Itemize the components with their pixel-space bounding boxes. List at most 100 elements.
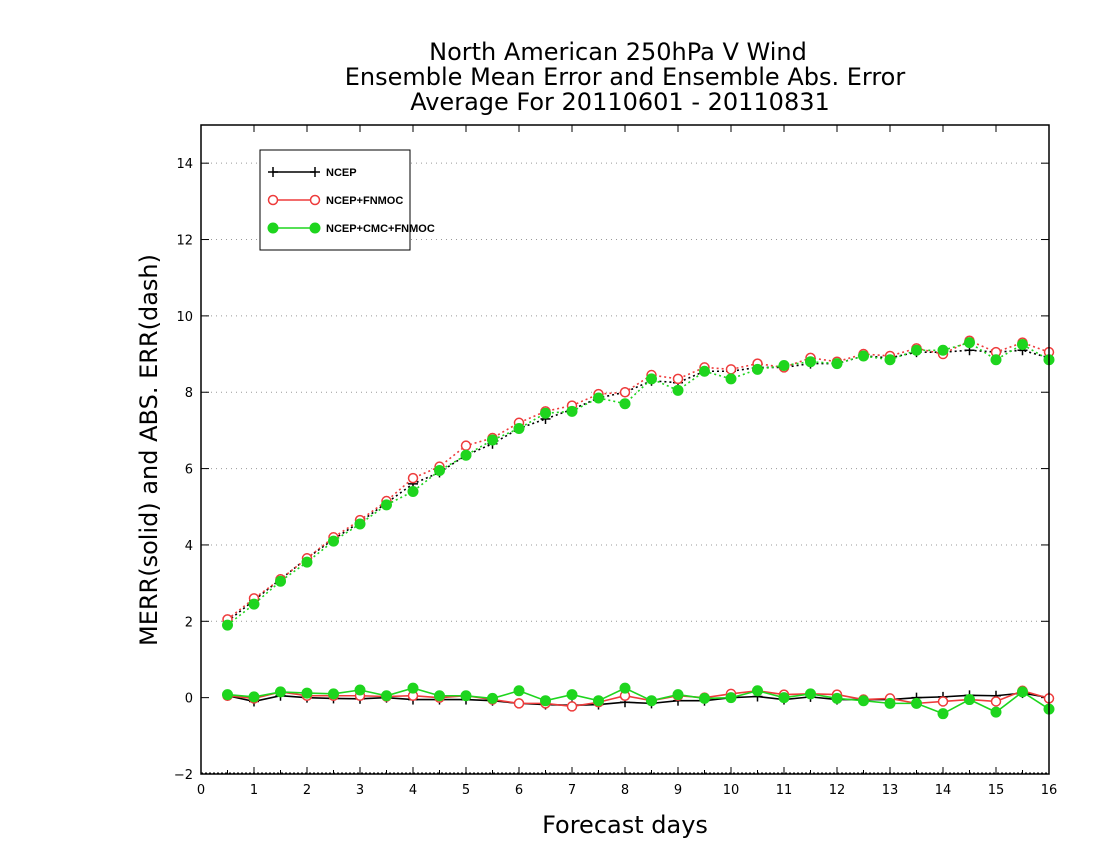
y-tick-label: 4 [185,539,193,554]
x-tick-label: 11 [776,783,793,798]
data-point-dashed [487,434,498,446]
data-point-solid [301,687,313,699]
x-tick-label: 3 [356,783,364,798]
data-point-dashed [937,344,949,356]
data-point-dashed [407,472,419,484]
x-tick-label: 8 [621,783,629,798]
data-point-solid [434,690,445,702]
data-point-solid [699,692,710,704]
data-point-solid [619,682,631,694]
data-point-dashed [1017,339,1028,351]
x-tick-label: 0 [197,783,205,798]
grid-layer [201,162,1049,774]
x-tick-label: 15 [988,783,1005,798]
data-point-solid [778,692,790,704]
plot-frame [200,124,1050,775]
data-point-dashed [566,405,578,417]
data-point-dashed [619,398,631,410]
data-point-dashed [275,575,286,587]
data-point-dashed [672,384,684,396]
series-ncep-fnmoc [222,335,1055,712]
data-point-dashed [301,556,313,568]
series-dashed-line [227,341,1050,626]
data-point-solid [222,689,233,701]
x-tick-label: 6 [515,783,523,798]
data-point-solid [752,685,763,697]
legend-marker [267,194,279,206]
y-tick-label: −2 [174,768,193,783]
data-point-solid [990,696,1002,707]
data-point-dashed [513,423,525,435]
data-point-dashed [328,535,339,547]
data-point-solid [964,694,975,706]
data-point-solid [328,688,339,700]
data-point-dashed [460,440,472,451]
y-tick-label: 8 [185,386,193,401]
data-point-dashed [248,598,260,610]
legend-marker [267,222,279,234]
series-ncep-cmc-fnmoc [222,337,1055,720]
data-point-dashed [752,363,763,375]
data-point-dashed [858,350,869,362]
x-tick-label: 5 [462,783,470,798]
data-point-solid [1017,686,1028,698]
chart-title: North American 250hPa V Wind Ensemble Me… [345,38,906,116]
legend-label: NCEP [326,167,357,179]
data-point-solid [460,690,472,702]
y-tick-label: 0 [185,692,193,707]
data-point-dashed [725,364,737,375]
data-point-dashed [460,449,472,461]
x-tick-label: 12 [829,783,846,798]
data-point-dashed [699,365,710,377]
legend-marker [268,167,278,177]
x-tick-label: 16 [1041,783,1058,798]
data-point-solid [513,698,525,709]
data-point-dashed [831,358,843,370]
y-tick-label: 14 [176,157,193,172]
data-point-dashed [911,344,922,356]
legend-marker [310,167,320,177]
data-point-dashed [540,407,551,419]
x-tick-label: 2 [303,783,311,798]
data-point-dashed [990,354,1002,366]
legend-marker [309,194,321,206]
series-dashed-line [227,339,1050,621]
legend-label: NCEP+CMC+FNMOC [326,223,435,235]
data-point-dashed [619,386,631,398]
data-point-dashed [778,360,790,372]
data-point-solid [990,706,1002,718]
data-point-solid [381,690,392,702]
y-tick-label: 12 [176,234,193,249]
data-point-dashed [672,373,684,385]
x-tick-label: 7 [568,783,576,798]
data-point-dashed [725,373,737,385]
data-point-solid [884,697,896,709]
y-axis-title: MERR(solid) and ABS. ERR(dash) [135,254,163,646]
data-point-dashed [354,518,366,530]
chart-title-line-3: Average For 20110601 - 20110831 [410,88,830,116]
data-point-solid [540,695,551,707]
x-tick-label: 1 [250,783,258,798]
data-point-solid [513,685,525,697]
series-solid-line [227,687,1050,715]
data-point-dashed [434,464,445,476]
y-tick-label: 2 [185,615,193,630]
data-point-solid [672,689,684,701]
data-point-dashed [646,373,657,385]
chart-title-line-2: Ensemble Mean Error and Ensemble Abs. Er… [345,63,906,91]
data-point-solid [593,695,604,707]
data-point-solid [937,708,949,720]
y-tick-label: 6 [185,463,193,478]
series-layer [222,335,1055,720]
data-point-solid [248,691,260,703]
chart-title-line-1: North American 250hPa V Wind [429,38,807,66]
data-point-solid [354,684,366,696]
x-axis-title: Forecast days [542,811,708,839]
data-point-solid [566,701,578,712]
data-point-solid [805,688,816,700]
legend: NCEP NCEP+FNMOC NCEP+CMC+FNMOC [259,149,435,251]
x-tick-label: 4 [409,783,417,798]
data-point-dashed [407,485,419,497]
